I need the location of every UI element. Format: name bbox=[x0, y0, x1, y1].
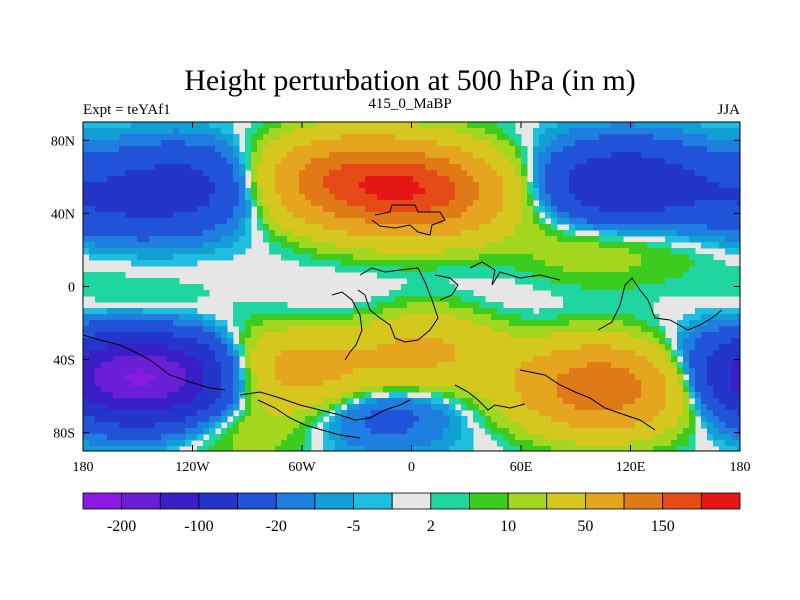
x-tick-label: 120W bbox=[175, 460, 210, 475]
colorbar-box bbox=[353, 492, 393, 510]
x-axis: 180 120W 60W 0 60E 120E 180 bbox=[73, 122, 751, 475]
y-tick-label: 40N bbox=[51, 207, 75, 222]
colorbar-tick-label: 2 bbox=[427, 518, 435, 535]
y-tick-label: 80S bbox=[53, 427, 75, 442]
colorbar-box bbox=[237, 492, 277, 510]
coastline-asia bbox=[469, 261, 561, 286]
x-tick-label: 180 bbox=[73, 460, 94, 475]
coastline-pacific-islands bbox=[597, 277, 723, 331]
x-tick-label: 60W bbox=[288, 460, 316, 475]
coastline-europe bbox=[371, 204, 446, 236]
season-label: JJA bbox=[717, 102, 740, 118]
coastlines bbox=[83, 204, 723, 439]
x-tick-label: 180 bbox=[730, 460, 751, 475]
coastline-south-pacific bbox=[83, 334, 226, 391]
colorbar-box bbox=[469, 492, 509, 510]
colorbar-box bbox=[159, 492, 200, 510]
colorbar-tick-label: -100 bbox=[184, 518, 213, 535]
colorbar-box bbox=[507, 492, 548, 510]
colorbar-box bbox=[430, 492, 470, 510]
colorbar-box bbox=[82, 492, 123, 510]
colorbar-box bbox=[391, 492, 432, 510]
coastline-australia bbox=[519, 369, 656, 431]
colorbar-box bbox=[662, 492, 702, 510]
colorbar-tick-label: 10 bbox=[500, 518, 516, 535]
colorbar-box bbox=[121, 492, 161, 510]
colorbar: -200 -100 -20 -5 2 10 50 150 bbox=[82, 492, 741, 535]
colorbar-box bbox=[198, 492, 238, 510]
coastline-south-america bbox=[331, 291, 363, 361]
experiment-label: Expt = teYAf1 bbox=[83, 102, 171, 118]
period-label: 415_0_MaBP bbox=[368, 96, 451, 112]
colorbar-tick-label: -20 bbox=[266, 518, 287, 535]
coastline-southern-africa bbox=[454, 384, 526, 411]
colorbar-tick-label: -5 bbox=[347, 518, 360, 535]
y-axis: 80N 40N 0 40S 80S bbox=[51, 134, 740, 442]
coastline-antarctica bbox=[239, 391, 411, 421]
plot-area bbox=[82, 121, 741, 452]
y-tick-label: 80N bbox=[51, 134, 75, 149]
colorbar-box bbox=[546, 492, 586, 510]
colorbar-box bbox=[275, 492, 316, 510]
coastline-north-africa bbox=[434, 274, 459, 301]
colorbar-box bbox=[623, 492, 664, 510]
colorbar-tick-label: 50 bbox=[577, 518, 593, 535]
colorbar-box bbox=[700, 492, 741, 510]
coastline-arctic bbox=[257, 399, 361, 439]
height-field bbox=[83, 122, 740, 451]
coastline-africa bbox=[357, 267, 439, 343]
x-tick-label: 60E bbox=[510, 460, 533, 475]
x-tick-label: 120E bbox=[616, 460, 646, 475]
colorbar-box bbox=[314, 492, 354, 510]
y-tick-label: 0 bbox=[68, 281, 75, 296]
x-tick-label: 0 bbox=[408, 460, 415, 475]
colorbar-box bbox=[585, 492, 625, 510]
y-tick-label: 40S bbox=[53, 354, 75, 369]
colorbar-tick-label: 150 bbox=[651, 518, 675, 535]
chart-title: Height perturbation at 500 hPa (in m) bbox=[184, 64, 636, 97]
colorbar-tick-label: -200 bbox=[107, 518, 136, 535]
